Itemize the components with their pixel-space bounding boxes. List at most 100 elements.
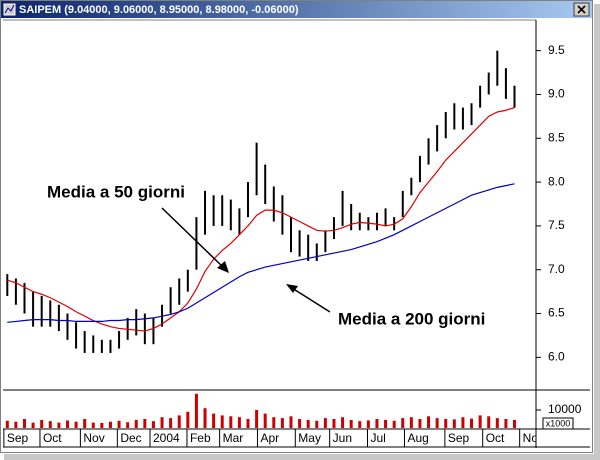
shadow [4, 454, 600, 460]
volume-bar [177, 415, 181, 428]
volume-bar [366, 420, 370, 428]
volume-bar [151, 421, 155, 428]
x-tick-label: Nov [523, 431, 544, 445]
volume-bar [289, 416, 293, 428]
moving-average [7, 183, 515, 323]
volume-bar [444, 419, 448, 428]
y-tick-label: 7.5 [548, 218, 565, 232]
volume-bar [341, 417, 345, 428]
volume-bar [117, 420, 121, 428]
y-tick-label: 8.5 [548, 130, 565, 144]
close-icon[interactable] [577, 5, 586, 14]
volume-bar [220, 415, 224, 428]
volume-bar [194, 393, 198, 428]
annotation: Media a 200 giorni [338, 309, 485, 328]
volume-bar [349, 419, 353, 428]
volume-bar [495, 418, 499, 428]
volume-bar [298, 419, 302, 428]
title-bar [1, 1, 592, 18]
volume-bar [375, 419, 379, 428]
volume-bar [384, 419, 388, 428]
volume-bar [255, 410, 259, 428]
arrowhead [217, 261, 229, 273]
volume-bar [452, 419, 456, 428]
x-tick-label: Feb [190, 431, 211, 445]
volume-bar [186, 411, 190, 428]
volume-bar [14, 421, 18, 428]
x-tick-label: Apr [260, 431, 279, 445]
volume-bar [237, 417, 241, 428]
x-tick-label: Oct [43, 431, 62, 445]
y-tick-label: 9.0 [548, 87, 565, 101]
annotation: Media a 50 giorni [47, 182, 185, 201]
volume-bar [5, 420, 9, 428]
arrowhead [286, 284, 298, 293]
volume-bar [203, 408, 207, 428]
volume-bar [392, 420, 396, 428]
volume-bar [323, 418, 327, 428]
x-tick-label: Mar [223, 431, 244, 445]
volume-bar [40, 419, 44, 428]
volume-bar [461, 417, 465, 428]
y-tick-label: 8.0 [548, 174, 565, 188]
unit-box [542, 417, 574, 430]
y2-tick-label: 10000 [548, 402, 582, 416]
window-frame [0, 0, 593, 453]
y-tick-label: 7.0 [548, 262, 565, 276]
volume-bar [57, 422, 61, 428]
volume-bar [427, 416, 431, 428]
volume-bar [134, 419, 138, 428]
x-tick-label: May [298, 431, 321, 445]
window-icon [4, 4, 15, 14]
volume-bar [280, 418, 284, 428]
y2-unit-label: x1000 [546, 418, 571, 428]
volume-bar [83, 419, 87, 428]
volume-bar [143, 419, 147, 428]
x-tick-label: Dec [120, 431, 141, 445]
volume-bar [160, 417, 164, 428]
x-tick-label: Jul [371, 431, 386, 445]
volume-bar [74, 421, 78, 428]
volume-bar [315, 420, 319, 428]
volume-bar [100, 422, 104, 428]
plot: Sep Oct Nov Dec 2004 Feb Mar Apr May Jun Jul Aug Sep… [5, 50, 544, 445]
y-tick-label: 6.5 [548, 306, 565, 320]
x-tick-label: Oct [486, 431, 505, 445]
volume-bar [108, 421, 112, 428]
volume-bar [272, 417, 276, 428]
x-tick-label: Sep [448, 431, 470, 445]
volume-bar [513, 419, 517, 428]
volume-bar [470, 418, 474, 428]
volume-bar [435, 418, 439, 428]
window-title: SAIPEM (9.04000, 9.06000, 8.95000, 8.980… [19, 4, 299, 16]
volume-bar [22, 419, 26, 428]
volume-bar [246, 419, 250, 428]
volume-bar [409, 417, 413, 428]
volume-bar [126, 422, 130, 428]
shadow [594, 4, 600, 460]
volume-bar [401, 418, 405, 428]
volume-bar [91, 422, 95, 428]
y-tick-label: 6.0 [548, 350, 565, 364]
x-tick-label: Nov [83, 431, 104, 445]
volume-bar [212, 413, 216, 428]
volume-bar [332, 419, 336, 428]
volume-bar [263, 413, 267, 428]
volume-bar [31, 422, 35, 428]
volume-bar [504, 419, 508, 428]
volume-bar [65, 420, 69, 428]
arrow [291, 287, 331, 313]
volume-bar [306, 419, 310, 428]
x-tick-label: Jun [333, 431, 352, 445]
x-tick-label: 2004 [153, 431, 180, 445]
volume-bar [48, 421, 52, 428]
y-tick-label: 9.5 [548, 43, 565, 57]
volume-bar [487, 416, 491, 428]
arrow [161, 207, 225, 269]
volume-bar [478, 415, 482, 428]
volume-bar [418, 419, 422, 428]
volume-bar [358, 421, 362, 428]
x-tick-label: Aug [407, 431, 428, 445]
volume-bar [169, 418, 173, 428]
